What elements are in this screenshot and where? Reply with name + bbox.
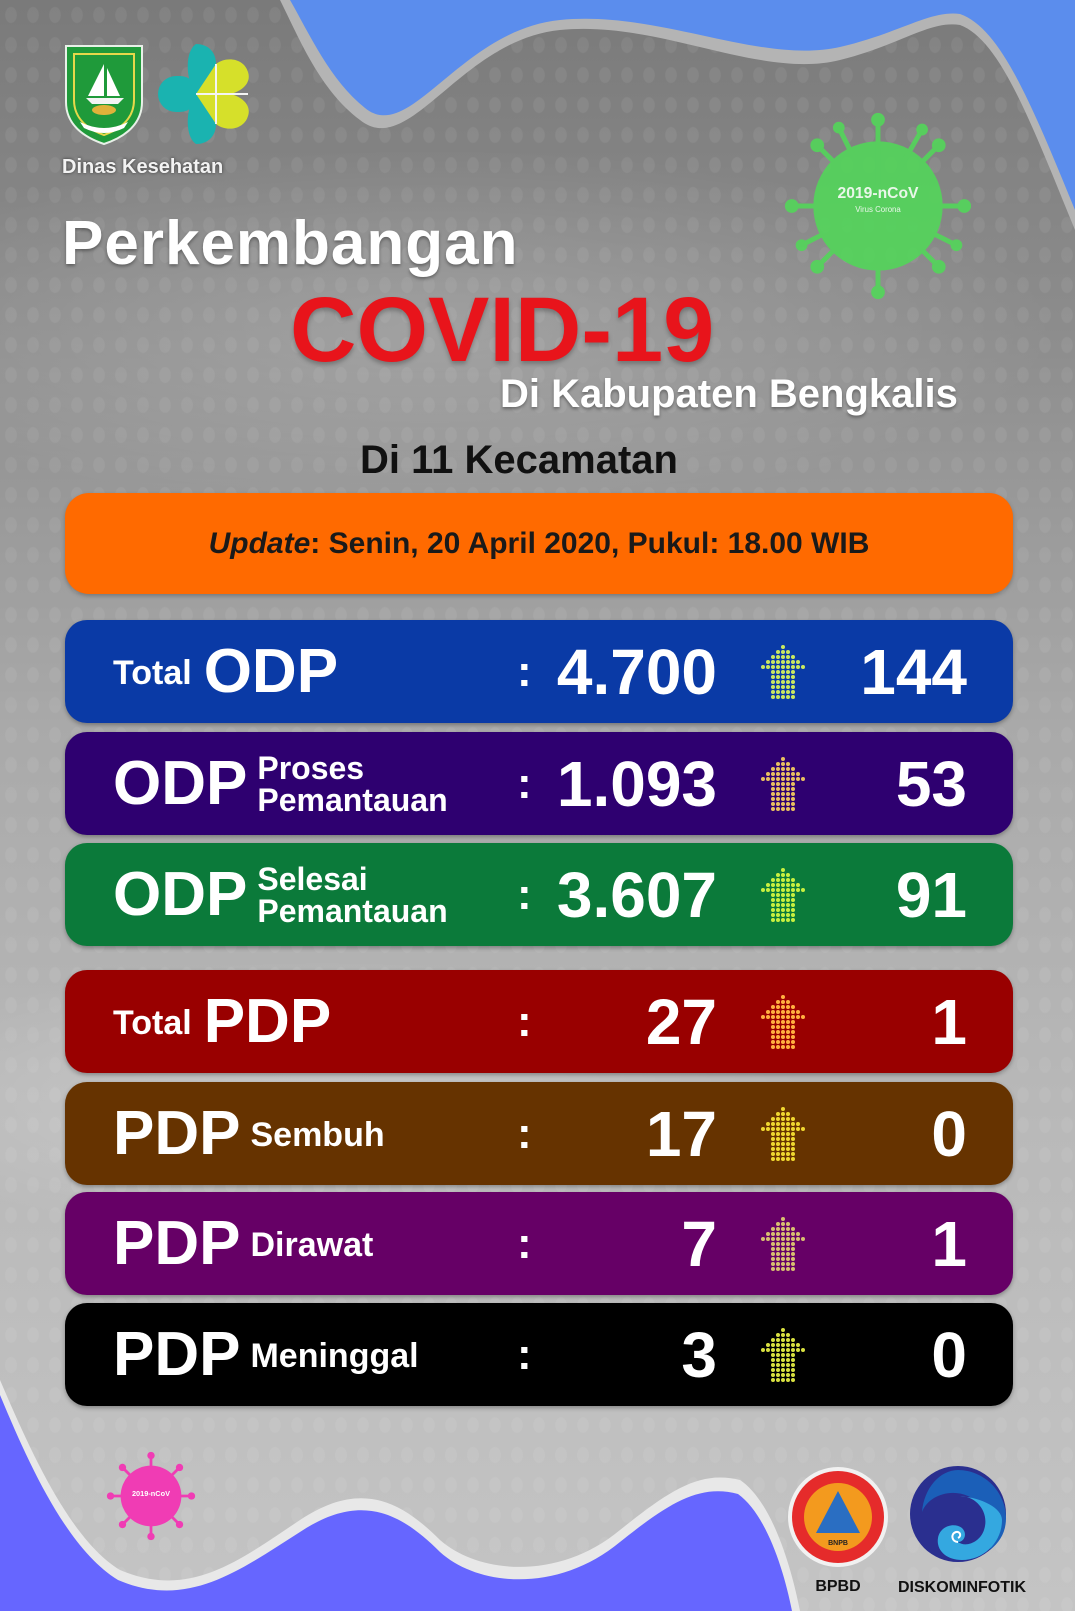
stat-delta: 144 — [860, 635, 967, 708]
stat-colon: : — [517, 646, 532, 696]
up-arrow-icon — [757, 644, 809, 702]
stat-row-odp-selesai: ODP Selesai Pemantauan : 3.607 91 — [65, 843, 1013, 946]
stat-delta: 1 — [931, 1207, 967, 1280]
stat-main: ODP — [113, 860, 248, 929]
stat-main: ODP — [113, 749, 248, 818]
bpbd-caption: BPBD — [815, 1578, 861, 1595]
diskominfotik-caption: DISKOMINFOTIK — [898, 1579, 1026, 1596]
agency-caption: Dinas Kesehatan — [62, 156, 224, 178]
stat-sub-label: Meninggal — [250, 1337, 419, 1375]
stat-delta: 0 — [931, 1097, 967, 1170]
stat-prefix: Total — [113, 654, 192, 692]
bnpb-emblem-icon: BNPB — [788, 1467, 888, 1567]
stat-delta: 53 — [895, 747, 967, 820]
stat-main: PDP — [203, 987, 332, 1056]
stat-colon: : — [517, 758, 532, 808]
stat-delta: 0 — [931, 1318, 967, 1391]
health-ministry-logo-icon — [158, 44, 249, 144]
stat-colon: : — [517, 1218, 532, 1268]
stat-main: PDP — [113, 1320, 241, 1389]
diskominfotik-logo: DISKOMINFOTIK — [898, 1462, 1026, 1597]
stat-row-total-pdp: Total PDP : 27 1 — [65, 970, 1013, 1073]
coronavirus-pink-icon: 2019-nCoV — [106, 1451, 196, 1541]
stat-value: 3 — [681, 1318, 717, 1391]
coronavirus-green-icon: 2019-nCoV Virus Corona — [784, 112, 972, 300]
stat-main: PDP — [113, 1209, 241, 1278]
pink-virus-badge-title: 2019-nCoV — [132, 1489, 170, 1498]
stat-row-pdp-meninggal: PDP Meninggal : 3 0 — [65, 1303, 1013, 1406]
update-banner: Update : Senin, 20 April 2020, Pukul: 18… — [65, 493, 1013, 594]
up-arrow-icon — [757, 1106, 809, 1164]
up-arrow-icon — [757, 867, 809, 925]
up-arrow-icon — [757, 1216, 809, 1274]
stat-colon: : — [517, 869, 532, 919]
stat-value: 17 — [645, 1097, 717, 1170]
up-arrow-icon — [757, 756, 809, 814]
stat-delta: 1 — [931, 985, 967, 1058]
stat-row-odp-proses: ODP Proses Pemantauan : 1.093 53 — [65, 732, 1013, 835]
virus-badge-subtitle: Virus Corona — [855, 205, 901, 214]
stat-colon: : — [517, 1108, 532, 1158]
update-text: : Senin, 20 April 2020, Pukul: 18.00 WIB — [310, 526, 870, 560]
bpbd-logo: BNPB BPBD — [786, 1465, 890, 1596]
stat-colon: : — [517, 1329, 532, 1379]
stat-main: ODP — [203, 637, 339, 706]
stat-colon: : — [517, 996, 532, 1046]
stat-main: PDP — [113, 1099, 241, 1168]
title-districts: Di 11 Kecamatan — [360, 438, 678, 482]
stat-sub-label: Sembuh — [250, 1116, 385, 1154]
stat-value: 7 — [681, 1207, 717, 1280]
regency-crest-icon — [65, 45, 143, 146]
up-arrow-icon — [757, 1327, 809, 1385]
stat-sub-label: Dirawat — [250, 1226, 374, 1264]
stat-delta: 91 — [895, 858, 967, 931]
stat-row-pdp-dirawat: PDP Dirawat : 7 1 — [65, 1192, 1013, 1295]
virus-badge-title: 2019-nCoV — [838, 185, 920, 202]
stat-sub-line-2: Pemantauan — [257, 781, 448, 818]
header-logos: Dinas Kesehatan — [62, 40, 262, 179]
stat-sub-line-1: Selesai — [257, 860, 368, 897]
stat-sub-line-2: Pemantauan — [257, 892, 448, 929]
up-arrow-icon — [757, 994, 809, 1052]
stat-value: 3.607 — [556, 858, 717, 931]
stat-sub-label: Selesai Pemantauan — [257, 863, 447, 927]
stat-sub-line-1: Proses — [257, 749, 365, 786]
bnpb-inner-text: BNPB — [828, 1540, 848, 1547]
stat-row-pdp-sembuh: PDP Sembuh : 17 0 — [65, 1082, 1013, 1185]
stat-value: 1.093 — [556, 747, 717, 820]
stat-value: 27 — [645, 985, 717, 1058]
title-covid: COVID-19 — [290, 279, 715, 381]
stat-sub-label: Proses Pemantauan — [257, 752, 447, 816]
update-label: Update — [208, 526, 311, 560]
title-region: Di Kabupaten Bengkalis — [500, 372, 958, 416]
stat-value: 4.700 — [556, 635, 717, 708]
kominfo-emblem-icon — [910, 1466, 1006, 1562]
stat-row-total-odp: Total ODP : 4.700 144 — [65, 620, 1013, 723]
stat-prefix: Total — [113, 1004, 192, 1042]
title-line-1: Perkembangan — [62, 209, 519, 278]
